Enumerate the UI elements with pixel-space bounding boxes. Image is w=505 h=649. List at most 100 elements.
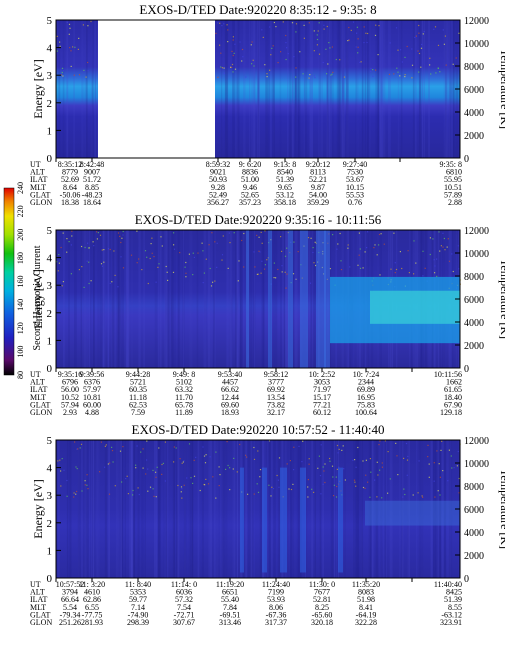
orbit-cell: 32.17 (267, 408, 285, 417)
colorbar-tick-label: 120 (16, 322, 25, 334)
spectrogram-speckle (313, 75, 315, 77)
spectrogram-streak (268, 20, 270, 158)
spectrogram-speckle (101, 249, 103, 251)
colorbar-tick-label: 80 (16, 371, 25, 379)
spectrogram-speckle (340, 269, 343, 271)
spectrogram-streak (287, 230, 289, 368)
spectrogram-speckle (258, 236, 260, 238)
spectrogram-streak (331, 440, 334, 578)
spectrogram-speckle (427, 456, 429, 458)
spectrogram-speckle (328, 42, 330, 44)
spectrogram-streak (131, 230, 133, 368)
orbit-cell: 9.28 (211, 183, 225, 192)
spectrogram-speckle (437, 490, 439, 492)
spectrogram-speckle (331, 73, 333, 75)
orbit-row-label: UT (30, 580, 41, 589)
spectrogram-speckle (329, 268, 331, 270)
spectrogram-speckle (268, 484, 270, 486)
orbit-cell: 11:35:20 (352, 580, 380, 589)
spectrogram-streak (253, 20, 256, 158)
spectrogram-streak (102, 230, 105, 368)
spectrogram-streak (364, 20, 366, 158)
spectrogram-streak (112, 230, 115, 368)
spectrogram-speckle (77, 48, 79, 50)
y-tick-label: 2 (47, 518, 53, 530)
spectrogram-streak (133, 440, 136, 578)
spectrogram-speckle (340, 260, 342, 262)
spectrogram-speckle (61, 285, 63, 287)
spectrogram-speckle (62, 75, 64, 77)
spectrogram-speckle (161, 463, 163, 466)
orbit-cell: 18.64 (83, 198, 101, 207)
spectrogram-streak (329, 20, 331, 158)
spectrogram-streak (272, 20, 275, 158)
spectrogram-speckle (436, 275, 438, 277)
spectrogram-speckle (376, 496, 378, 498)
orbit-cell: 8540 (277, 168, 293, 177)
spectrogram-streak (272, 20, 275, 158)
spectrogram-speckle (86, 484, 88, 486)
spectrogram-speckle (87, 488, 89, 490)
spectrogram-speckle (66, 21, 68, 23)
spectrogram-speckle (456, 465, 458, 467)
spectrogram-speckle (254, 266, 256, 268)
spectrogram-speckle (439, 476, 441, 478)
spectrogram-speckle (322, 61, 324, 64)
orbit-cell: 11:19:20 (216, 580, 244, 589)
y-tick-label: 0 (47, 573, 53, 585)
spectrogram-streak (118, 230, 122, 368)
spectrogram-speckle (207, 483, 210, 485)
spectrogram-speckle (100, 441, 102, 443)
spectrogram-speckle (223, 67, 225, 69)
spectrogram-speckle (308, 22, 310, 24)
y2-tick-label: 8000 (464, 482, 484, 493)
y-tick-label: 2 (47, 308, 53, 320)
spectrogram-streak (282, 230, 284, 368)
spectrogram-speckle (452, 63, 454, 65)
spectrogram-streak (233, 440, 236, 578)
spectrogram-streak (283, 230, 286, 368)
spectrogram-streak (231, 230, 233, 368)
spectrogram-speckle (204, 462, 207, 464)
spectrogram-speckle (202, 446, 204, 448)
spectrogram-speckle (336, 485, 338, 488)
spectrogram-streak (230, 230, 232, 368)
spectrogram-speckle (443, 43, 445, 45)
spectrogram-speckle (356, 26, 358, 28)
spectrogram-streak (136, 440, 140, 578)
spectrogram-speckle (458, 32, 460, 34)
spectrogram-speckle (453, 467, 455, 469)
spectrogram-streak (91, 20, 94, 158)
spectrogram-speckle (253, 65, 255, 67)
enhancement (246, 230, 249, 368)
orbit-row-label: MLT (30, 603, 46, 612)
y-tick-label: 3 (47, 280, 53, 292)
spectrogram-speckle (348, 39, 350, 41)
y-axis-label: Energy [eV] (31, 59, 45, 118)
spectrogram-speckle (363, 42, 365, 44)
spectrogram-streak (201, 440, 204, 578)
spectrogram-streak (443, 20, 446, 158)
orbit-cell: 10.51 (444, 183, 462, 192)
spectrogram-speckle (301, 461, 303, 463)
spectrogram-speckle (332, 234, 334, 236)
spectrogram-streak (68, 440, 71, 578)
spectrogram-streak (297, 20, 300, 158)
spectrogram-streak (129, 440, 132, 578)
orbit-cell: 62.53 (129, 400, 147, 409)
spectrogram-streak (250, 440, 252, 578)
spectrogram-speckle (149, 257, 151, 260)
spectrogram-speckle (272, 488, 275, 490)
spectrogram-streak (361, 20, 364, 158)
spectrogram-speckle (451, 253, 453, 255)
spectrogram-speckle (395, 268, 398, 271)
spectrogram-speckle (121, 237, 123, 239)
spectrogram-speckle (92, 241, 94, 243)
spectrogram-speckle (87, 61, 89, 64)
orbit-cell: 63.32 (175, 385, 193, 394)
orbit-cell: 10.52 (61, 393, 79, 402)
spectrogram-streak (165, 440, 168, 578)
spectrogram-speckle (369, 496, 371, 498)
spectrogram-speckle (167, 279, 169, 281)
spectrogram-speckle (288, 488, 290, 490)
